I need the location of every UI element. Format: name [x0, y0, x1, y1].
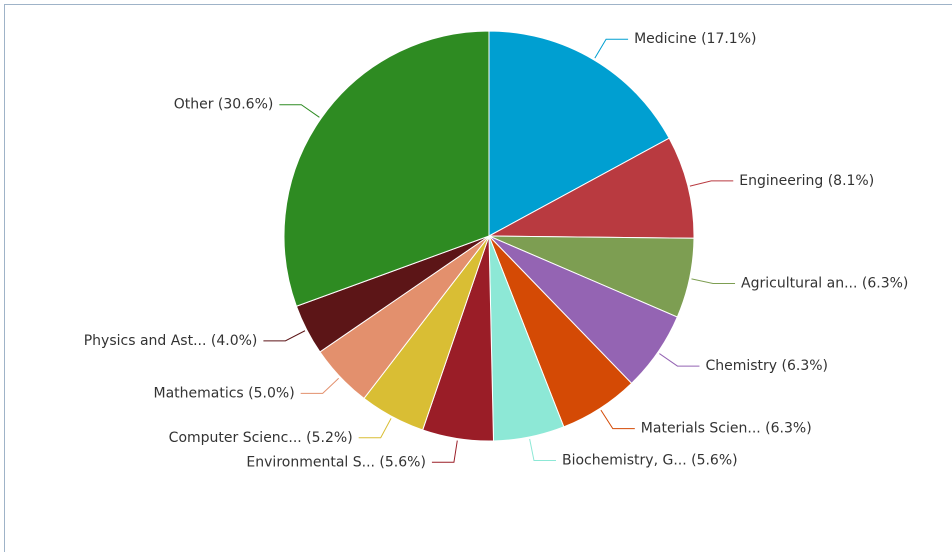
leader-line	[600, 409, 635, 430]
slice-label: Biochemistry, G... (5.6%)	[562, 453, 738, 469]
slice-label: Chemistry (6.3%)	[705, 358, 828, 374]
leader-line	[529, 438, 556, 462]
slice-label: Materials Scien... (6.3%)	[641, 421, 812, 437]
slice-label: Medicine (17.1%)	[634, 31, 756, 47]
slice-label: Agricultural an... (6.3%)	[741, 275, 908, 291]
leader-line	[431, 440, 458, 463]
slice-label: Computer Scienc... (5.2%)	[169, 430, 353, 446]
leader-line	[594, 38, 629, 59]
pie-slice	[488, 30, 670, 237]
leader-line	[279, 104, 320, 118]
leader-line	[659, 353, 700, 367]
leader-line	[691, 278, 736, 284]
slice-label: Other (30.6%)	[174, 97, 274, 113]
pie-slice	[487, 137, 695, 239]
leader-line	[300, 377, 340, 394]
slice-label: Physics and Ast... (4.0%)	[84, 333, 258, 349]
frame	[4, 4, 952, 552]
slice-label: Engineering (8.1%)	[739, 173, 874, 189]
slice-label: Mathematics (5.0%)	[154, 385, 295, 401]
slice-label: Environmental S... (5.6%)	[246, 454, 426, 470]
leader-line	[263, 330, 306, 342]
leader-line	[689, 180, 734, 187]
pie-slice	[283, 30, 490, 307]
leader-line	[358, 418, 392, 439]
